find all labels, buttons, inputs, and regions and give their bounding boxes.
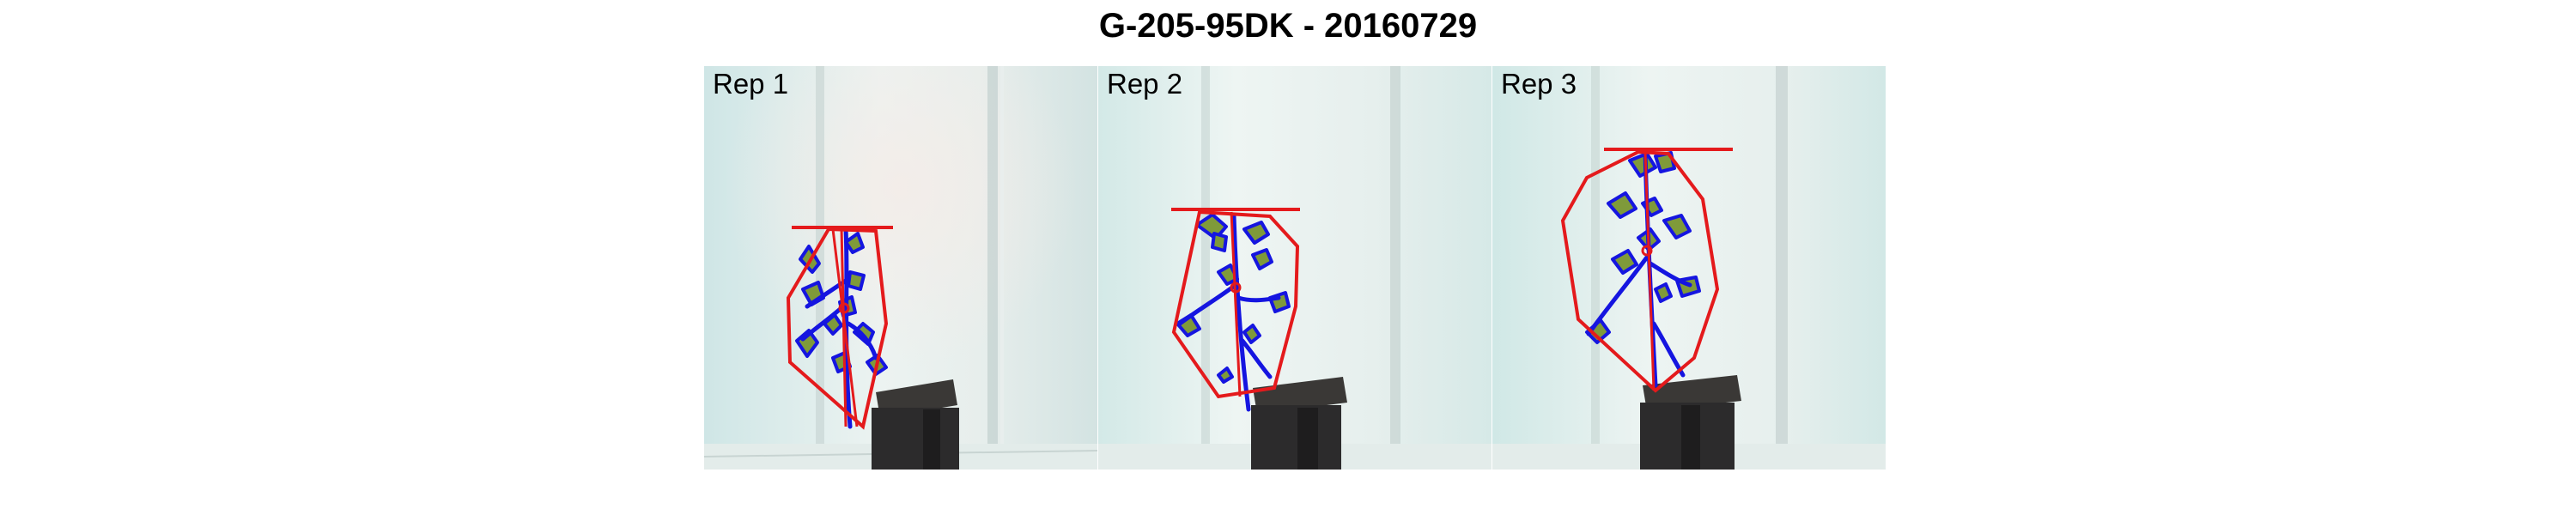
rep-2-photo [1098, 66, 1492, 470]
pot [872, 379, 959, 470]
rep-2-label: Rep 2 [1107, 68, 1183, 100]
image-strip: Rep 1 [704, 66, 1886, 470]
rep-1-photo [704, 66, 1097, 470]
rep-3-panel: Rep 3 [1492, 66, 1886, 470]
rep-1-label: Rep 1 [713, 68, 789, 100]
pot [1640, 375, 1741, 470]
plant-leaves [1585, 151, 1701, 344]
plant-leaves [1176, 213, 1291, 384]
plant-leaves [795, 232, 888, 376]
rep-1-panel: Rep 1 [704, 66, 1097, 470]
hull-overlay [1171, 208, 1300, 399]
hull-overlay [1560, 148, 1733, 393]
rep-2-panel: Rep 2 [1098, 66, 1492, 470]
pot [1251, 377, 1347, 470]
rep-3-photo [1492, 66, 1886, 470]
hull-overlay [786, 226, 893, 430]
figure-title: G-205-95DK - 20160729 [1098, 7, 1478, 45]
rep-3-label: Rep 3 [1501, 68, 1577, 100]
